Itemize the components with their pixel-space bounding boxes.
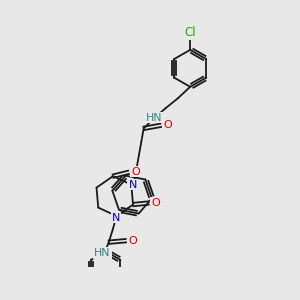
Text: O: O — [131, 167, 140, 176]
Text: O: O — [163, 120, 172, 130]
Text: O: O — [128, 236, 137, 246]
Text: Cl: Cl — [184, 26, 196, 39]
Text: HN: HN — [94, 248, 111, 258]
Text: O: O — [151, 198, 160, 208]
Text: N: N — [112, 213, 120, 223]
Text: HN: HN — [146, 112, 163, 123]
Text: N: N — [128, 180, 136, 190]
Text: N: N — [129, 180, 137, 190]
